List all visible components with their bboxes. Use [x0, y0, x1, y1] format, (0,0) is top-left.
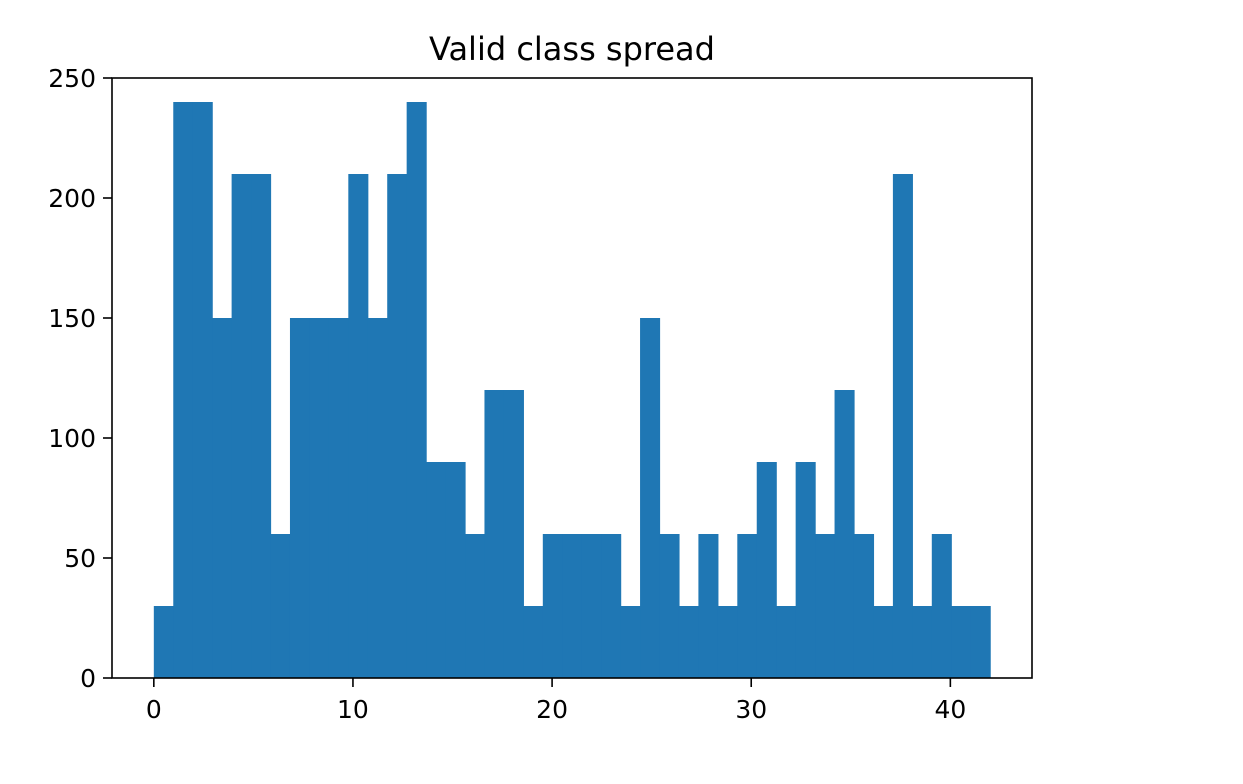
histogram-bar	[212, 318, 233, 678]
y-axis: 0 50 100 150 200 250	[48, 64, 112, 693]
histogram-bar	[970, 606, 991, 678]
histogram-bar	[562, 534, 583, 678]
histogram-bar	[465, 534, 486, 678]
histogram-bar	[426, 462, 447, 678]
histogram-bar	[912, 606, 933, 678]
histogram-bar	[328, 318, 349, 678]
histogram-bar	[756, 462, 777, 678]
histogram-bar	[484, 390, 505, 678]
histogram-bar	[231, 174, 252, 678]
chart-title: Valid class spread	[429, 30, 715, 68]
histogram-bar	[581, 534, 602, 678]
x-axis: 0 10 20 30 40	[146, 678, 966, 724]
histogram-bar	[270, 534, 291, 678]
histogram-bar	[289, 318, 311, 678]
histogram-bar	[620, 606, 641, 678]
axes-frame	[111, 77, 1033, 679]
histogram-bar	[348, 174, 369, 678]
histogram-bar	[640, 318, 661, 678]
histogram-bar	[387, 174, 408, 678]
histogram-bar	[601, 534, 622, 678]
histogram-bar	[309, 318, 330, 678]
histogram-bar	[795, 462, 816, 678]
histogram-bar	[873, 606, 894, 678]
histogram-bar	[251, 174, 272, 678]
histogram-bar	[406, 102, 427, 678]
x-tick-label: 40	[934, 695, 966, 724]
x-tick-label: 10	[337, 695, 369, 724]
histogram-bar	[367, 318, 388, 678]
histogram-bar	[192, 102, 213, 678]
histogram-bar	[853, 534, 875, 678]
y-tick-label: 150	[48, 304, 96, 333]
histogram-bar	[951, 606, 972, 678]
histogram-bar	[737, 534, 758, 678]
histogram-bar	[678, 606, 700, 678]
histogram-bar	[542, 534, 563, 678]
x-tick-label: 30	[735, 695, 767, 724]
histogram-bar	[153, 606, 174, 678]
histogram-bar	[173, 102, 194, 678]
histogram-bar	[931, 534, 952, 678]
y-tick-label: 100	[48, 424, 96, 453]
histogram-bar	[445, 462, 466, 678]
y-tick-label: 0	[80, 664, 96, 693]
x-tick-label: 0	[146, 695, 162, 724]
y-tick-label: 250	[48, 64, 96, 93]
histogram-bar	[698, 534, 719, 678]
y-tick-label: 50	[64, 544, 96, 573]
histogram-bar	[815, 534, 836, 678]
histogram-bar	[776, 606, 797, 678]
bars-group	[153, 102, 991, 678]
histogram-bar	[523, 606, 544, 678]
histogram-bar	[892, 174, 913, 678]
histogram-bar	[659, 534, 680, 678]
histogram-bar	[717, 606, 738, 678]
histogram-bar	[503, 390, 524, 678]
x-tick-label: 20	[536, 695, 568, 724]
y-tick-label: 200	[48, 184, 96, 213]
histogram-bar	[834, 390, 855, 678]
